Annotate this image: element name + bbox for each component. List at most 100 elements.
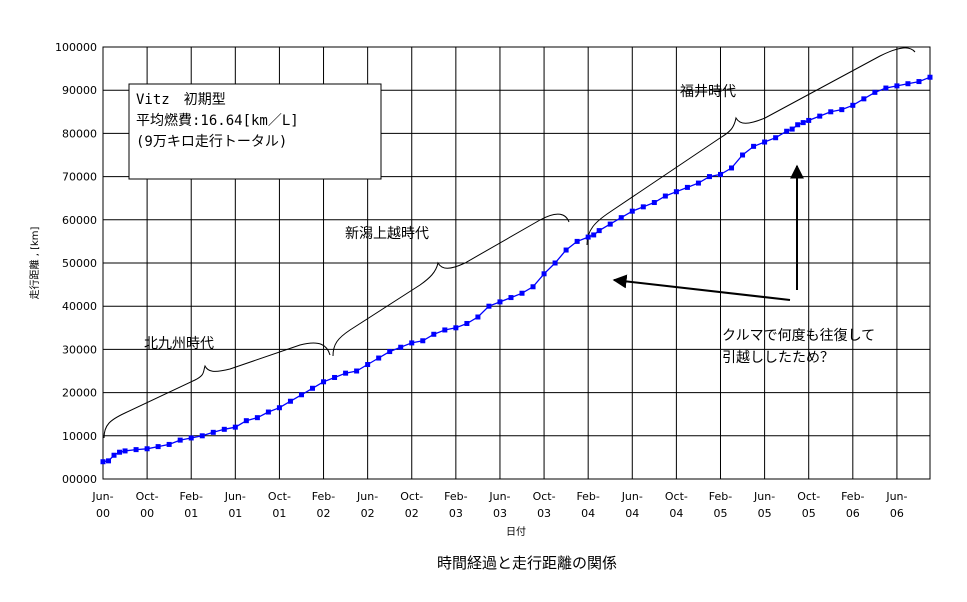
x-tick-label-year: 01: [228, 507, 242, 520]
data-point: [894, 83, 900, 89]
brace-niigata: [332, 213, 570, 357]
data-point: [387, 349, 393, 355]
data-point: [839, 107, 845, 113]
arrow-horizontal: [612, 274, 791, 301]
data-point: [144, 446, 150, 452]
data-point: [800, 120, 806, 126]
data-point: [795, 122, 801, 128]
x-tick-label-year: 00: [140, 507, 154, 520]
y-axis-title: 走行距離 , [km]: [28, 226, 41, 299]
data-point: [232, 424, 238, 430]
y-tick-label: 40000: [62, 300, 97, 313]
x-tick-label-month: Jun-: [621, 490, 643, 503]
brace-kitakyushu: [103, 342, 331, 439]
data-point: [905, 81, 911, 87]
x-tick-label-month: Feb-: [709, 490, 732, 503]
data-point: [431, 331, 437, 337]
info-box-line-3: (9万キロ走行トータル): [136, 134, 287, 150]
data-point: [497, 299, 503, 305]
x-tick-label-year: 03: [537, 507, 551, 520]
data-point: [591, 232, 597, 238]
x-tick-label-month: Oct-: [797, 490, 820, 503]
data-point: [740, 152, 746, 158]
y-tick-label: 00000: [62, 473, 97, 486]
data-point: [332, 374, 338, 380]
data-point: [398, 344, 404, 350]
data-point: [762, 139, 768, 145]
data-point: [188, 435, 194, 441]
data-point: [475, 314, 481, 320]
x-tick-label-month: Jun-: [224, 490, 246, 503]
data-point: [486, 303, 492, 309]
data-point: [541, 271, 547, 277]
y-tick-label: 100000: [55, 41, 97, 54]
chart-title: 時間経過と走行距離の関係: [437, 554, 617, 572]
data-point: [729, 165, 735, 171]
period-label-fukui: 福井時代: [680, 84, 736, 100]
x-tick-label-year: 02: [361, 507, 375, 520]
data-point: [298, 392, 304, 398]
data-point: [287, 398, 293, 404]
data-point: [662, 193, 668, 199]
x-tick-label-month: Feb-: [312, 490, 335, 503]
data-point: [254, 415, 260, 421]
data-point: [706, 174, 712, 180]
x-tick-label-month: Jun-: [885, 490, 907, 503]
data-point: [784, 128, 790, 134]
period-label-niigata: 新潟上越時代: [345, 226, 429, 242]
x-tick-label-year: 05: [713, 507, 727, 520]
data-point: [365, 362, 371, 368]
brace-fukui: [586, 47, 916, 246]
data-point: [640, 204, 646, 210]
data-point: [177, 437, 183, 443]
data-point: [850, 102, 856, 108]
data-point: [789, 126, 795, 132]
x-tick-label-year: 01: [184, 507, 198, 520]
data-point: [508, 295, 514, 301]
data-point: [574, 238, 580, 244]
x-tick-label-year: 04: [669, 507, 683, 520]
data-point: [552, 260, 558, 266]
x-tick-label-month: Feb-: [179, 490, 202, 503]
data-point: [133, 447, 139, 453]
data-point: [828, 109, 834, 115]
y-tick-label: 70000: [62, 171, 97, 184]
x-tick-label-year: 06: [890, 507, 904, 520]
y-tick-label: 10000: [62, 430, 97, 443]
data-point: [607, 221, 613, 227]
data-point: [453, 325, 459, 331]
y-tick-label: 50000: [62, 257, 97, 270]
data-point: [210, 429, 216, 435]
data-point: [629, 208, 635, 214]
x-tick-label-year: 04: [581, 507, 595, 520]
x-tick-label-month: Oct-: [533, 490, 556, 503]
x-tick-label-year: 06: [846, 507, 860, 520]
period-braces: [103, 47, 916, 439]
x-tick-label-month: Oct-: [268, 490, 291, 503]
data-point: [243, 418, 249, 424]
data-point: [673, 189, 679, 195]
data-point: [166, 441, 172, 447]
x-tick-label-month: Oct-: [400, 490, 423, 503]
x-tick-label-year: 05: [758, 507, 772, 520]
data-point: [376, 355, 382, 361]
x-tick-label-month: Jun-: [356, 490, 378, 503]
data-point: [117, 449, 123, 455]
x-axis-ticks: Jun- 00 Oct- 00 Feb- 01 Jun- 01 Oct- 01 Feb- 02 Jun-…: [91, 490, 907, 520]
info-box-line-1: Vitz 初期型: [136, 91, 226, 108]
data-point: [221, 426, 227, 432]
info-box: Vitz 初期型 平均燃費:16.64[km／L] (9万キロ走行トータル): [128, 83, 382, 180]
data-point: [106, 458, 112, 464]
data-point: [100, 459, 106, 465]
x-tick-label-year: 03: [449, 507, 463, 520]
data-point: [354, 368, 360, 374]
data-point: [684, 184, 690, 190]
data-point: [585, 234, 591, 240]
plot-area: [102, 46, 931, 480]
note-line-1: クルマで何度も往復して: [722, 327, 875, 344]
data-point: [519, 290, 525, 296]
data-point: [409, 340, 415, 346]
data-point: [817, 113, 823, 119]
data-point: [464, 320, 470, 326]
data-point: [199, 433, 205, 439]
